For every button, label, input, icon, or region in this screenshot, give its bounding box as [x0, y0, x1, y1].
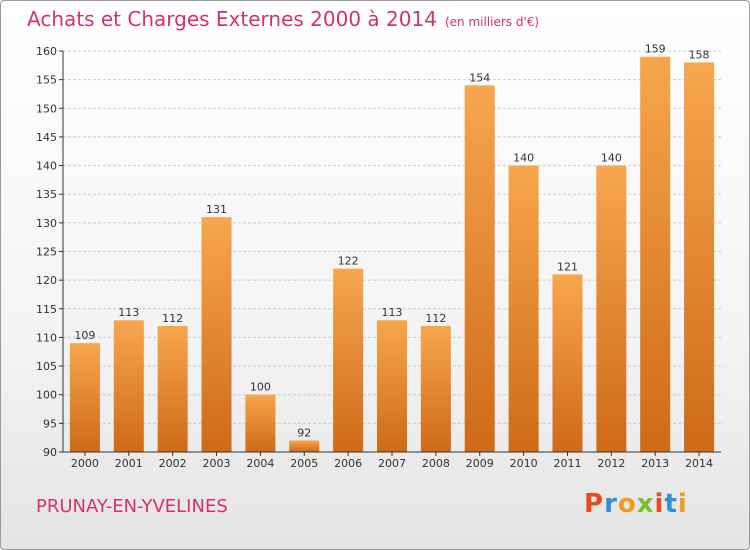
bar-2009[interactable]: [464, 85, 495, 452]
y-tick-label: 135: [36, 188, 57, 201]
x-tick-label: 2010: [510, 457, 538, 470]
chart-subtitle: (en milliers d'€): [444, 15, 540, 29]
y-tick-label: 115: [36, 303, 57, 316]
x-tick-label: 2003: [203, 457, 231, 470]
value-label: 112: [162, 312, 183, 325]
logo-letter: x: [636, 489, 655, 519]
bar-2005[interactable]: [289, 440, 320, 452]
x-tick-label: 2006: [334, 457, 362, 470]
value-label: 113: [382, 306, 403, 319]
value-label: 158: [689, 48, 710, 61]
y-tick-label: 100: [36, 389, 57, 402]
bar-2001[interactable]: [113, 320, 144, 452]
y-tick-label: 145: [36, 131, 57, 144]
x-tick-label: 2002: [159, 457, 187, 470]
x-tick-label: 2001: [115, 457, 143, 470]
y-tick-label: 120: [36, 274, 57, 287]
value-label: 100: [250, 381, 271, 394]
logo-letter: i: [654, 489, 665, 519]
value-label: 122: [338, 255, 359, 268]
value-label: 154: [469, 71, 490, 84]
y-tick-label: 160: [36, 45, 57, 58]
bar-2006[interactable]: [333, 268, 364, 452]
y-tick-label: 105: [36, 360, 57, 373]
y-tick-label: 110: [36, 331, 57, 344]
chart-title: Achats et Charges Externes 2000 à 2014 (e…: [27, 7, 540, 31]
logo-letter: i: [677, 489, 688, 519]
value-label: 112: [425, 312, 446, 325]
bar-2000[interactable]: [69, 343, 100, 452]
value-label: 121: [557, 260, 578, 273]
logo-letter: r: [604, 489, 618, 519]
bar-2003[interactable]: [201, 217, 232, 452]
logo-letter: t: [664, 489, 678, 519]
x-tick-label: 2007: [378, 457, 406, 470]
y-tick-label: 125: [36, 246, 57, 259]
bar-2004[interactable]: [245, 394, 276, 452]
bar-2008[interactable]: [420, 325, 451, 452]
logo-letter: P: [584, 489, 605, 519]
value-label: 131: [206, 203, 227, 216]
x-tick-label: 2000: [71, 457, 99, 470]
x-tick-label: 2011: [553, 457, 581, 470]
bar-2012[interactable]: [596, 165, 627, 453]
value-label: 140: [601, 152, 622, 165]
x-tick-label: 2014: [685, 457, 713, 470]
y-tick-label: 140: [36, 160, 57, 173]
x-tick-label: 2012: [597, 457, 625, 470]
bar-2007[interactable]: [377, 320, 407, 452]
value-label: 113: [118, 306, 139, 319]
x-tick-label: 2005: [290, 457, 318, 470]
bar-2014[interactable]: [684, 62, 715, 452]
y-tick-label: 95: [43, 417, 57, 430]
value-label: 92: [297, 427, 311, 440]
bar-2013[interactable]: [640, 56, 671, 452]
bar-2011[interactable]: [552, 274, 583, 452]
value-label: 140: [513, 152, 534, 165]
value-label: 109: [74, 329, 95, 342]
y-tick-label: 150: [36, 102, 57, 115]
logo-letter: o: [617, 489, 637, 519]
axes: 90 95 100 105 110 115 120 125 130 135 140 145 150 155…: [36, 45, 721, 470]
bars: [69, 56, 715, 453]
y-tick-label: 130: [36, 217, 57, 230]
y-tick-label: 155: [36, 74, 57, 87]
y-tick-label: 90: [43, 446, 57, 459]
x-tick-label: 2009: [466, 457, 494, 470]
bar-2002[interactable]: [157, 325, 188, 452]
proxiti-logo[interactable]: Proxiti: [584, 489, 688, 519]
x-tick-label: 2013: [641, 457, 669, 470]
value-label: 159: [645, 43, 666, 56]
bar-2010[interactable]: [508, 165, 539, 453]
x-tick-label: 2008: [422, 457, 450, 470]
commune-name: PRUNAY-EN-YVELINES: [36, 496, 228, 517]
x-tick-label: 2004: [246, 457, 274, 470]
data-labels: 109 113 112 131 100 92 122 113 112 154 140 121 140 15…: [74, 43, 709, 440]
